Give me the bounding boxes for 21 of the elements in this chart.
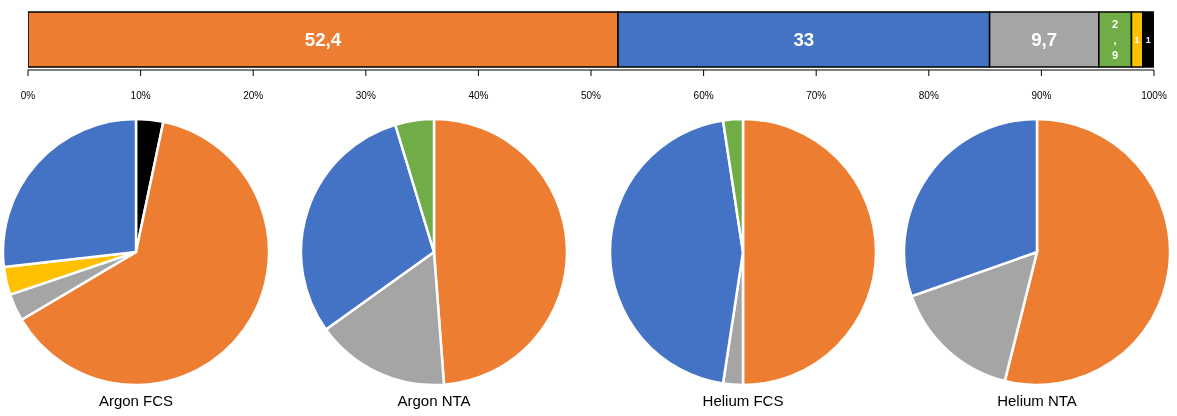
x-tick-label: 0% bbox=[20, 90, 36, 102]
text: Helium NTA bbox=[996, 392, 1078, 409]
x-tick-label: 20% bbox=[243, 90, 264, 102]
x-tick-label: 10% bbox=[130, 90, 151, 102]
data-label: 52,4 bbox=[304, 29, 342, 50]
x-tick-label: 70% bbox=[806, 90, 827, 102]
x-tick-label: 50% bbox=[580, 90, 602, 102]
text: Helium FCS bbox=[701, 392, 785, 409]
x-tick-label: 60% bbox=[693, 90, 714, 102]
x-tick-label: 80% bbox=[918, 90, 939, 102]
x-tick-label: 100% bbox=[1141, 90, 1167, 102]
text: Argon NTA bbox=[396, 392, 472, 409]
x-tick-label: 40% bbox=[468, 90, 489, 102]
data-label: 1 bbox=[1134, 34, 1140, 45]
data-label: 1 bbox=[1145, 34, 1151, 45]
text: Argon FCS bbox=[97, 392, 175, 409]
data-label: 33 bbox=[793, 29, 815, 50]
x-tick-label: 30% bbox=[355, 90, 376, 102]
data-label: 2,9 bbox=[1112, 18, 1119, 61]
x-tick-label: 90% bbox=[1031, 90, 1052, 102]
data-label: 9,7 bbox=[1031, 29, 1058, 50]
